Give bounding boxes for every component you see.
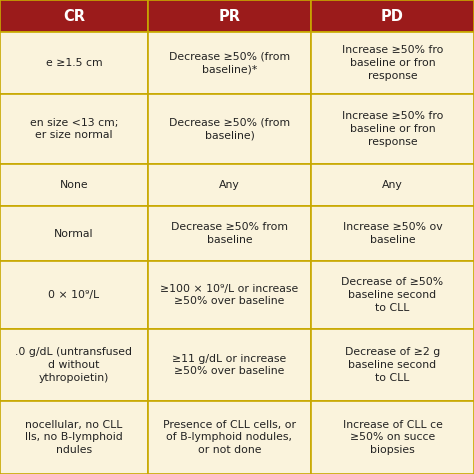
Bar [311,401,474,474]
Bar [0,401,148,474]
Text: Normal: Normal [54,228,94,238]
Text: ≥100 × 10⁹/L or increase
≥50% over baseline: ≥100 × 10⁹/L or increase ≥50% over basel… [160,283,299,306]
Bar [0,164,148,206]
Bar [148,261,311,329]
Bar [0,261,148,329]
Text: Decrease of ≥50%
baseline second
to CLL: Decrease of ≥50% baseline second to CLL [341,277,444,313]
Bar [148,206,311,261]
Text: nocellular, no CLL
lls, no B-lymphoid
ndules: nocellular, no CLL lls, no B-lymphoid nd… [25,419,123,456]
Text: Presence of CLL cells, or
of B-lymphoid nodules,
or not done: Presence of CLL cells, or of B-lymphoid … [163,419,296,456]
Text: Increase ≥50% ov
baseline: Increase ≥50% ov baseline [343,222,442,245]
Bar [311,164,474,206]
Text: PR: PR [219,9,240,24]
Bar [0,0,148,32]
Bar [311,0,474,32]
Text: Any: Any [382,180,403,190]
Bar [311,329,474,401]
Text: en size <13 cm;
er size normal: en size <13 cm; er size normal [30,118,118,140]
Text: .0 g/dL (untransfused
d without
ythropoietin): .0 g/dL (untransfused d without ythropoi… [16,347,133,383]
Bar [148,94,311,164]
Text: Increase ≥50% fro
baseline or fron
response: Increase ≥50% fro baseline or fron respo… [342,45,443,81]
Bar [0,32,148,94]
Bar [148,329,311,401]
Bar [148,32,311,94]
Text: 0 × 10⁹/L: 0 × 10⁹/L [48,290,100,300]
Bar [0,329,148,401]
Bar [148,401,311,474]
Bar [0,94,148,164]
Text: Decrease ≥50% (from
baseline): Decrease ≥50% (from baseline) [169,118,290,140]
Text: Decrease of ≥2 g
baseline second
to CLL: Decrease of ≥2 g baseline second to CLL [345,347,440,383]
Text: e ≥1.5 cm: e ≥1.5 cm [46,58,102,68]
Text: Increase ≥50% fro
baseline or fron
response: Increase ≥50% fro baseline or fron respo… [342,111,443,147]
Text: Increase of CLL ce
≥50% on succe
biopsies: Increase of CLL ce ≥50% on succe biopsie… [343,419,442,456]
Text: Decrease ≥50% (from
baseline)*: Decrease ≥50% (from baseline)* [169,52,290,74]
Text: Any: Any [219,180,240,190]
Text: PD: PD [381,9,404,24]
Bar [311,94,474,164]
Bar [0,206,148,261]
Text: Decrease ≥50% from
baseline: Decrease ≥50% from baseline [171,222,288,245]
Bar [148,0,311,32]
Bar [311,206,474,261]
Text: ≥11 g/dL or increase
≥50% over baseline: ≥11 g/dL or increase ≥50% over baseline [173,354,287,376]
Text: CR: CR [63,9,85,24]
Text: None: None [60,180,88,190]
Bar [311,32,474,94]
Bar [311,261,474,329]
Bar [148,164,311,206]
